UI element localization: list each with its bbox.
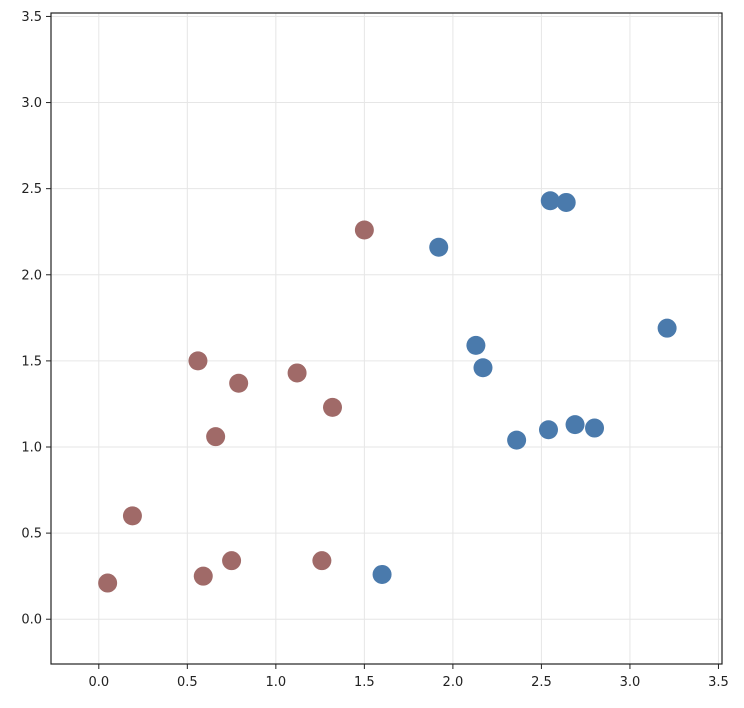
- plot-frame: [50, 12, 723, 665]
- scatter-point-series-2: [372, 564, 392, 584]
- x-tick-label: 2.5: [531, 675, 552, 690]
- scatter-point-series-2: [540, 191, 560, 211]
- scatter-point-series-1: [287, 363, 307, 383]
- x-tick-label: 3.0: [620, 675, 641, 690]
- scatter-point-series-2: [556, 192, 576, 212]
- scatter-point-series-1: [98, 573, 118, 593]
- scatter-point-series-2: [507, 430, 527, 450]
- x-tick-label: 2.0: [443, 675, 464, 690]
- x-tick-label: 1.5: [354, 675, 375, 690]
- scatter-point-series-1: [188, 351, 208, 371]
- scatter-point-series-1: [323, 397, 343, 417]
- y-tick-label: 1.0: [21, 441, 42, 456]
- scatter-point-series-1: [229, 373, 249, 393]
- scatter-point-series-1: [206, 427, 226, 447]
- x-tick-label: 1.0: [266, 675, 287, 690]
- grid: [51, 13, 722, 664]
- scatter-point-series-1: [354, 220, 374, 240]
- scatter-point-series-2: [466, 335, 486, 355]
- y-tick-label: 2.5: [21, 182, 42, 197]
- y-tick-label: 0.5: [21, 527, 42, 542]
- y-axis-tick-labels: 0.0 0.5 1.0 1.5 2.0 2.5 3.0 3.5: [21, 10, 42, 628]
- scatter-point-series-1: [222, 551, 242, 571]
- scatter-point-series-2: [657, 318, 677, 338]
- axis-ticks: [46, 15, 719, 669]
- y-tick-label: 0.0: [21, 613, 42, 628]
- x-tick-label: 3.5: [708, 675, 729, 690]
- y-tick-label: 1.5: [21, 354, 42, 369]
- scatter-point-series-1: [193, 566, 213, 586]
- y-tick-label: 3.0: [21, 96, 42, 111]
- scatter-point-series-2: [585, 418, 605, 438]
- scatter-point-series-1: [122, 506, 142, 526]
- scatter-point-series-2: [473, 358, 493, 378]
- scatter-point-series-1: [312, 551, 332, 571]
- y-tick-label: 3.5: [21, 10, 42, 25]
- scatter-point-series-2: [429, 237, 449, 257]
- x-axis-tick-labels: 0.0 0.5 1.0 1.5 2.0 2.5 3.0 3.5: [88, 675, 728, 690]
- scatter-point-series-2: [538, 420, 558, 440]
- x-tick-label: 0.0: [88, 675, 109, 690]
- x-tick-label: 0.5: [177, 675, 198, 690]
- data-points: [98, 191, 677, 593]
- scatter-point-series-2: [565, 415, 585, 435]
- y-tick-label: 2.0: [21, 268, 42, 283]
